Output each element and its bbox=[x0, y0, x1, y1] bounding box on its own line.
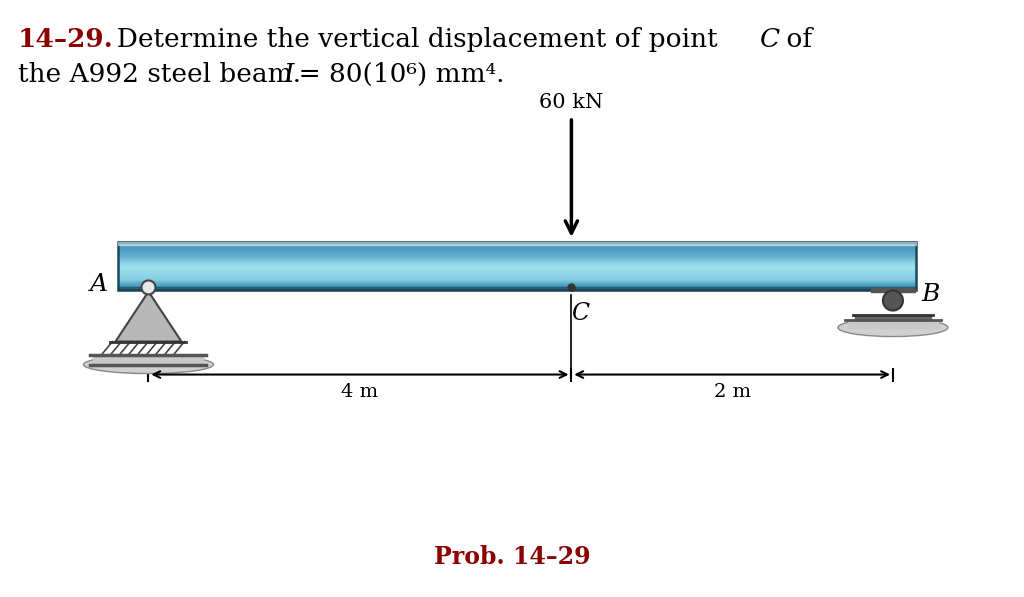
Bar bbox=[118, 288, 916, 290]
Polygon shape bbox=[116, 291, 181, 341]
Bar bbox=[118, 257, 916, 259]
Text: 2 m: 2 m bbox=[714, 383, 751, 401]
Bar bbox=[118, 274, 916, 275]
Bar bbox=[118, 256, 916, 258]
Bar bbox=[118, 277, 916, 278]
Bar bbox=[118, 268, 916, 270]
Bar bbox=[118, 275, 916, 276]
Bar bbox=[118, 247, 916, 248]
Text: 14–29.: 14–29. bbox=[18, 27, 114, 52]
Bar bbox=[118, 270, 916, 272]
Bar bbox=[118, 278, 916, 279]
Bar bbox=[118, 244, 916, 245]
Bar bbox=[118, 269, 916, 270]
Bar bbox=[118, 265, 916, 266]
Circle shape bbox=[141, 281, 156, 294]
Text: C: C bbox=[760, 27, 780, 52]
Bar bbox=[118, 245, 916, 247]
Bar bbox=[118, 267, 916, 268]
Bar bbox=[118, 253, 916, 254]
Bar bbox=[118, 260, 916, 261]
Bar bbox=[118, 287, 916, 289]
Bar bbox=[118, 287, 916, 288]
Bar bbox=[118, 280, 916, 282]
Bar bbox=[118, 255, 916, 256]
Text: I: I bbox=[283, 62, 293, 87]
Bar bbox=[118, 246, 916, 247]
Bar bbox=[118, 272, 916, 273]
Text: C: C bbox=[571, 301, 590, 325]
Ellipse shape bbox=[84, 356, 213, 374]
Bar bbox=[118, 262, 916, 263]
Bar bbox=[118, 270, 916, 271]
Bar bbox=[118, 242, 916, 290]
Bar bbox=[118, 284, 916, 285]
Circle shape bbox=[883, 291, 903, 310]
Bar bbox=[118, 256, 916, 257]
Text: 4 m: 4 m bbox=[341, 383, 379, 401]
Bar bbox=[118, 243, 916, 244]
Bar bbox=[118, 251, 916, 253]
Bar bbox=[118, 264, 916, 266]
Text: A: A bbox=[89, 273, 108, 296]
Bar bbox=[118, 242, 916, 244]
Text: Prob. 14–29: Prob. 14–29 bbox=[434, 545, 590, 569]
Text: = 80(10⁶) mm⁴.: = 80(10⁶) mm⁴. bbox=[296, 62, 505, 87]
Ellipse shape bbox=[838, 319, 948, 337]
Bar bbox=[118, 261, 916, 263]
Bar bbox=[118, 273, 916, 275]
Text: B: B bbox=[922, 283, 940, 306]
Bar bbox=[118, 251, 916, 252]
Bar bbox=[118, 282, 916, 284]
Text: 60 kN: 60 kN bbox=[540, 93, 603, 112]
Bar bbox=[118, 284, 916, 285]
Bar bbox=[118, 263, 916, 264]
Bar bbox=[118, 279, 916, 280]
Bar bbox=[118, 253, 916, 254]
Bar bbox=[118, 272, 916, 273]
Bar bbox=[118, 279, 916, 281]
Bar bbox=[118, 249, 916, 251]
Bar bbox=[118, 250, 916, 251]
Bar bbox=[118, 286, 916, 287]
Bar bbox=[118, 275, 916, 277]
Bar bbox=[118, 260, 916, 261]
Bar bbox=[118, 282, 916, 283]
Bar bbox=[118, 263, 916, 265]
Bar bbox=[118, 244, 916, 246]
Bar bbox=[118, 241, 916, 242]
Bar bbox=[118, 254, 916, 256]
Bar bbox=[118, 276, 916, 278]
Bar bbox=[118, 248, 916, 250]
Bar bbox=[118, 285, 916, 287]
Bar bbox=[118, 248, 916, 249]
Bar bbox=[118, 266, 916, 267]
Bar bbox=[118, 258, 916, 259]
Bar bbox=[118, 281, 916, 282]
Text: of: of bbox=[778, 27, 812, 52]
Bar bbox=[118, 259, 916, 260]
Bar bbox=[118, 267, 916, 269]
Text: Determine the vertical displacement of point: Determine the vertical displacement of p… bbox=[100, 27, 726, 52]
Text: the A992 steel beam.: the A992 steel beam. bbox=[18, 62, 309, 87]
